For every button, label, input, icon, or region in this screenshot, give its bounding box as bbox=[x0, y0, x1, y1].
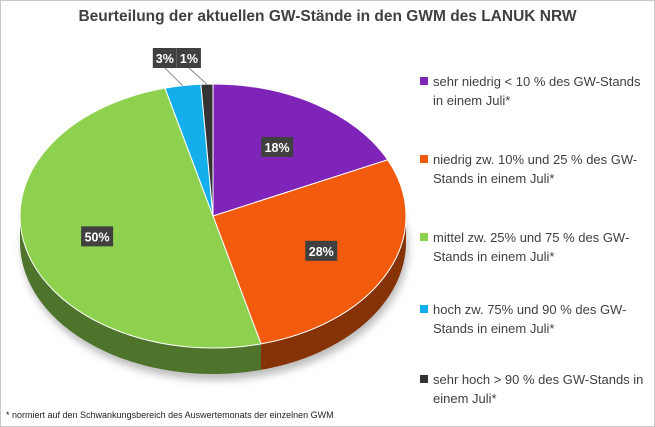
leader-line-5 bbox=[188, 67, 208, 85]
data-label-2: 28% bbox=[309, 245, 334, 259]
legend-label: hoch zw. 75% und 90 % des GW-Stands in e… bbox=[433, 302, 627, 336]
data-label-box-3 bbox=[81, 226, 114, 247]
data-label-box-1 bbox=[261, 136, 294, 157]
legend-swatch bbox=[420, 155, 428, 163]
pie-side-2 bbox=[260, 216, 406, 370]
legend-label: niedrig zw. 10% und 25 % des GW-Stands i… bbox=[433, 152, 638, 186]
pie-side-3 bbox=[20, 216, 261, 375]
leader-line-4 bbox=[164, 67, 184, 86]
chart-title: Beurteilung der aktuellen GW-Stände in d… bbox=[78, 8, 577, 25]
pie-slice-1 bbox=[212, 83, 389, 217]
legend-swatch bbox=[420, 233, 428, 241]
legend-swatch bbox=[420, 375, 428, 383]
data-label-4: 3% bbox=[156, 52, 174, 66]
legend-swatch bbox=[420, 305, 428, 313]
legend-item: hoch zw. 75% und 90 % des GW-Stands in e… bbox=[420, 300, 645, 338]
data-label-1: 18% bbox=[265, 141, 290, 155]
data-label-box-4 bbox=[152, 48, 177, 68]
legend-item: niedrig zw. 10% und 25 % des GW-Stands i… bbox=[420, 150, 645, 188]
legend-item: mittel zw. 25% und 75 % des GW-Stands in… bbox=[420, 228, 645, 266]
data-label-5: 1% bbox=[180, 52, 198, 66]
legend-label: mittel zw. 25% und 75 % des GW-Stands in… bbox=[433, 230, 630, 264]
data-label-3: 50% bbox=[85, 230, 110, 244]
data-label-box-2 bbox=[305, 240, 338, 261]
legend-item: sehr hoch > 90 % des GW-Stands in einem … bbox=[420, 370, 645, 408]
legend-swatch bbox=[420, 77, 428, 85]
legend-item: sehr niedrig < 10 % des GW-Stands in ein… bbox=[420, 72, 645, 110]
data-label-box-5 bbox=[176, 48, 201, 68]
footnote: * normiert auf den Schwankungsbereich de… bbox=[6, 410, 334, 420]
legend-label: sehr hoch > 90 % des GW-Stands in einem … bbox=[433, 372, 644, 406]
pie-slice-3 bbox=[19, 87, 262, 349]
legend-label: sehr niedrig < 10 % des GW-Stands in ein… bbox=[433, 74, 641, 108]
